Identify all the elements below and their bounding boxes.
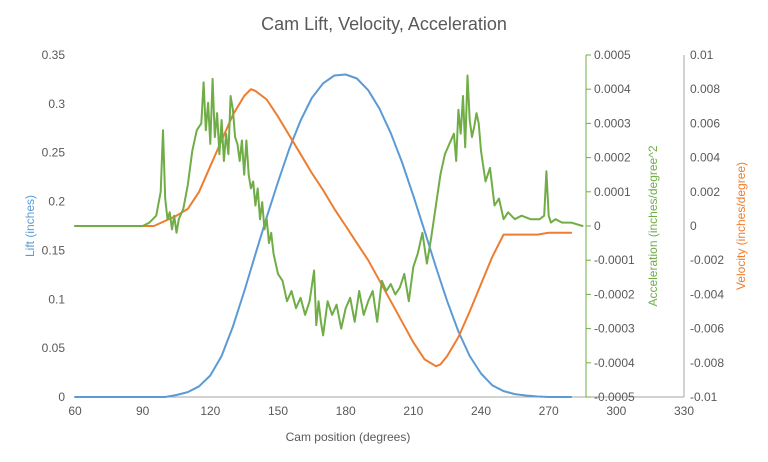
acceleration-tick-label: 0.0005 [594,48,631,62]
velocity-tick-label: -0.008 [690,356,724,370]
x-tick-label: 330 [674,404,694,418]
series-layer [74,73,584,398]
lift-tick-label: 0.3 [48,97,65,111]
velocity-tick-label: 0 [690,219,697,233]
x-tick-label: 270 [539,404,559,418]
acceleration-tick-label: 0.0004 [594,82,631,96]
x-tick-label: 120 [200,404,220,418]
x-tick-label: 180 [336,404,356,418]
lift-axis-title: Lift (inches) [23,195,37,257]
lift-tick-label: 0 [58,390,65,404]
ticks-layer: 60 90 120 150 180 210 240 270 300 330 0 0.05 0.1 0.15… [42,48,725,418]
acceleration-tick-label: -0.0005 [594,390,635,404]
lift-tick-label: 0.25 [42,146,66,160]
x-tick-label: 60 [68,404,82,418]
acceleration-tick-label: 0.0003 [594,116,631,130]
lift-tick-label: 0.1 [48,292,65,306]
x-tick-label: 240 [471,404,491,418]
velocity-tick-label: 0.01 [690,48,714,62]
lift-series-line [74,73,573,398]
acceleration-tick-label: 0 [594,219,601,233]
velocity-tick-label: 0.004 [690,151,720,165]
acceleration-tick-label: -0.0002 [594,287,635,301]
x-tick-label: 300 [606,404,626,418]
x-axis-title: Cam position (degrees) [286,430,411,444]
lift-tick-label: 0.2 [48,195,65,209]
axes [75,54,685,398]
acceleration-tick-label: 0.0001 [594,185,631,199]
lift-tick-label: 0.35 [42,48,66,62]
lift-tick-label: 0.05 [42,341,66,355]
acceleration-tick-label: -0.0004 [594,356,635,370]
velocity-axis-title: Velocity (inches/degree) [734,162,748,290]
velocity-tick-label: -0.002 [690,253,724,267]
velocity-tick-label: 0.006 [690,116,720,130]
velocity-tick-label: 0.002 [690,185,720,199]
velocity-tick-label: -0.01 [690,390,718,404]
acceleration-tick-label: -0.0003 [594,322,635,336]
chart-title: Cam Lift, Velocity, Acceleration [261,14,507,34]
x-tick-label: 150 [268,404,288,418]
lift-tick-label: 0.15 [42,243,66,257]
velocity-series-line [74,88,573,368]
x-tick-label: 90 [136,404,150,418]
acceleration-series-line [74,74,584,337]
velocity-tick-label: 0.008 [690,82,720,96]
velocity-tick-label: -0.004 [690,287,724,301]
velocity-tick-label: -0.006 [690,322,724,336]
acceleration-axis-title: Acceleration (inches/degree^2 [646,145,660,306]
acceleration-tick-label: 0.0002 [594,151,631,165]
x-tick-label: 210 [403,404,423,418]
acceleration-tick-label: -0.0001 [594,253,635,267]
